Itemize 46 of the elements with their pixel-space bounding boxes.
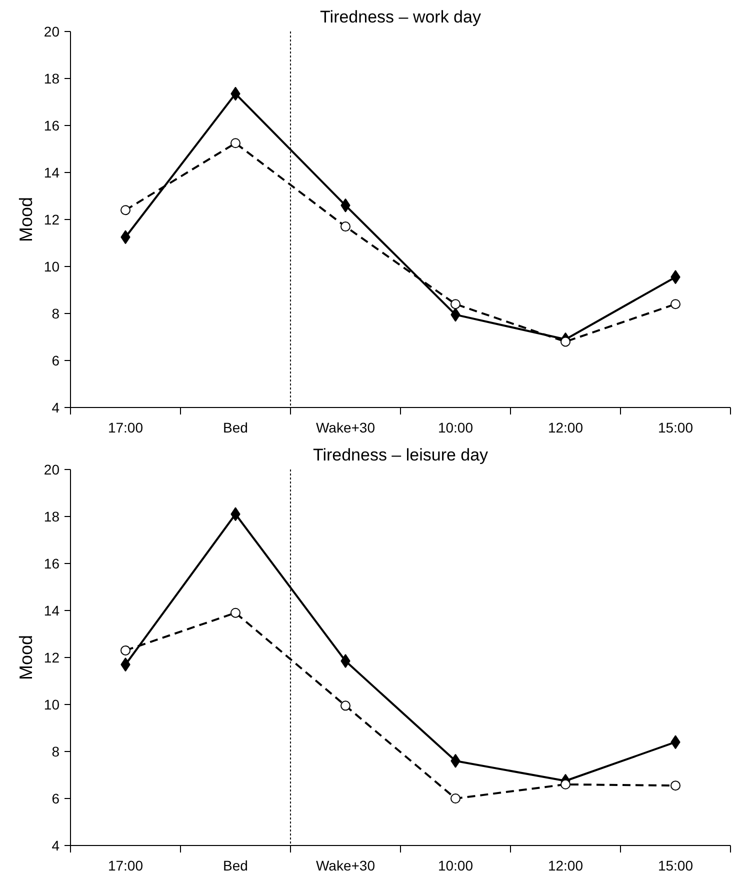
point [340, 700, 350, 711]
point [120, 205, 130, 216]
y-tick-label: 10 [44, 696, 60, 712]
point [450, 299, 460, 310]
y-tick-label: 18 [44, 70, 60, 86]
y-tick-label: 16 [44, 118, 60, 134]
y-tick-label: 12 [44, 212, 60, 228]
x-tick-label: 12:00 [548, 420, 584, 436]
point [560, 779, 570, 790]
point [450, 794, 460, 804]
point [340, 222, 350, 232]
x-tick-label: Wake+30 [316, 858, 376, 874]
chart-title: Tiredness – work day [320, 8, 482, 26]
point [670, 299, 680, 310]
x-tick-label: Bed [223, 420, 248, 436]
y-tick-label: 16 [44, 556, 60, 572]
point [560, 336, 570, 347]
point [120, 645, 130, 656]
x-tick-label: 10:00 [438, 420, 474, 436]
y-tick-label: 8 [52, 744, 60, 760]
y-tick-label: 20 [44, 462, 60, 478]
x-tick-label: 17:00 [108, 858, 144, 874]
point [230, 608, 240, 618]
y-tick-label: 4 [52, 400, 60, 416]
y-tick-label: 18 [44, 508, 60, 524]
x-tick-label: 10:00 [438, 858, 474, 874]
y-axis-title: Mood [16, 634, 36, 680]
y-tick-label: 12 [44, 650, 60, 666]
point [670, 780, 680, 791]
x-tick-label: 17:00 [108, 420, 144, 436]
x-tick-label: Wake+30 [316, 420, 376, 436]
y-tick-label: 4 [52, 838, 60, 854]
y-tick-label: 6 [52, 352, 60, 368]
y-tick-label: 6 [52, 790, 60, 806]
y-tick-label: 10 [44, 258, 60, 274]
point [230, 138, 240, 148]
x-tick-label: 12:00 [548, 858, 584, 874]
y-tick-label: 8 [52, 306, 60, 322]
x-tick-label: Bed [223, 858, 248, 874]
y-tick-label: 14 [44, 602, 60, 618]
y-axis-title: Mood [16, 196, 36, 242]
y-tick-label: 20 [44, 24, 60, 40]
chart-title: Tiredness – leisure day [312, 446, 489, 464]
x-tick-label: 15:00 [658, 858, 694, 874]
y-tick-label: 14 [44, 164, 60, 180]
x-tick-label: 15:00 [658, 420, 694, 436]
